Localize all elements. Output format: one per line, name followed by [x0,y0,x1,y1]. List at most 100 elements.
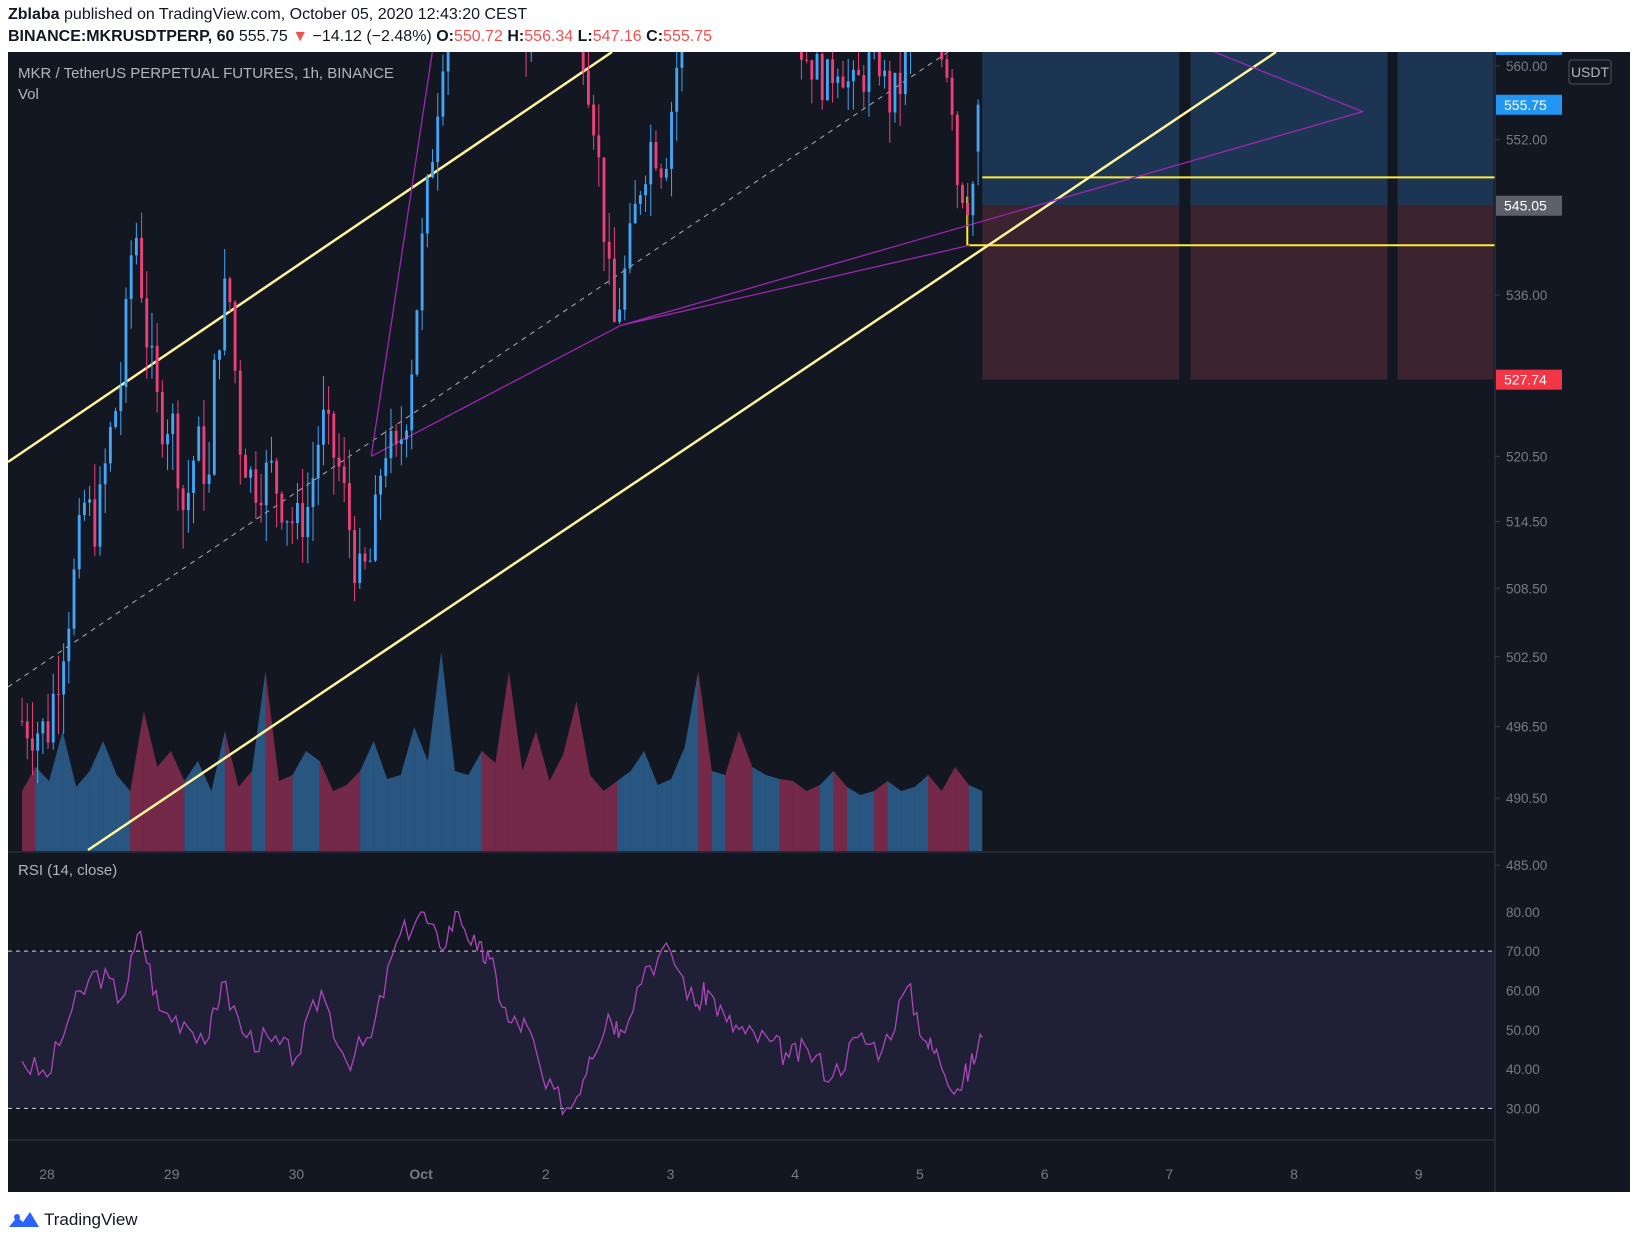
candle-body [961,185,964,203]
price-marker-last [1496,94,1562,115]
volume-segment [319,761,334,851]
candle-body [290,521,294,524]
chart-canvas[interactable]: 485.00 490.50 496.50 502.50 508.50 514.50 520.… [7,0,1630,1192]
target-zone-0 [982,52,1180,206]
symbol-label: BINANCE:MKRUSDTPERP, 60 [8,28,235,45]
candle-body [410,374,414,431]
time-tick-label: 28 [39,1166,55,1182]
volume-segment [387,775,401,851]
stop-zone-0 [982,205,1180,380]
volume-segment [306,751,320,851]
candle-body [280,493,284,523]
author-name[interactable]: Zblaba [8,6,60,23]
volume-segment [887,781,902,851]
volume-segment [955,767,969,851]
time-tick-label: 4 [791,1166,799,1182]
volume-segment [657,779,672,851]
candle-body [223,278,227,351]
candle-body [347,482,351,531]
candle-body [877,31,881,77]
candle-body [353,530,357,583]
volume-segment [89,741,104,851]
candle-body [249,469,253,478]
volume-segment [874,781,888,851]
candle-body [155,345,159,392]
candle-body [134,237,138,256]
volume-segment [644,751,658,851]
volume-segment [833,771,848,851]
price-tick-label: 520.50 [1506,449,1547,464]
candle-body [275,460,279,494]
candle-body [207,474,211,484]
candle-body [607,241,611,259]
price-marker-label: 562.36 [1504,52,1547,53]
candle-body [98,484,102,547]
channel-upper-line [7,50,613,464]
candle-body [680,13,684,68]
candle-body [150,345,154,348]
candle-body [581,0,585,71]
volume-segment [468,751,482,851]
volume-segment [103,741,117,851]
candle-body [20,720,24,722]
candle-body [212,359,216,475]
volume-segment [333,785,347,851]
price-change: −14.12 (−2.48%) [312,28,432,45]
volume-segment [928,775,942,851]
volume-segment [725,731,739,851]
currency-badge[interactable]: USDT [1568,59,1612,85]
volume-segment [617,771,631,851]
volume-segment [603,781,618,851]
candle-body [296,502,299,524]
volume-segment [941,767,956,851]
candle-body [88,499,92,503]
candle-body [633,203,637,224]
open-label: O: [436,28,454,45]
candle-body [379,475,383,495]
candle-body [846,81,850,88]
time-tick-label: 9 [1415,1166,1423,1182]
candle-body [192,460,195,493]
candle-body [114,411,118,427]
candle-body [327,409,331,414]
candle-body [638,195,642,204]
candle-body [244,454,247,478]
volume-segment [806,785,820,851]
rsi-tick-label: 30.00 [1506,1101,1540,1116]
price-marker-stop [1496,369,1562,390]
candles [20,0,980,784]
volume-segment [441,651,455,851]
rsi-tick-label: 70.00 [1506,944,1540,959]
candle-body [836,76,840,83]
tradingview-logo-icon [9,1212,39,1227]
candle-body [233,302,237,371]
volume-segment [157,751,171,851]
candle-body [675,67,679,112]
candle-body [820,53,824,101]
candle-body [316,444,320,479]
candle-body [218,350,221,360]
stop-zone-1 [1190,205,1388,380]
candle-body [659,168,663,178]
candle-body [363,553,367,562]
candle-body [72,569,76,629]
change-down-icon: ▼ [292,28,309,45]
candle-body [966,202,970,216]
candle-body [883,70,886,77]
candle-body [976,104,980,152]
candle-body [103,463,107,485]
candle-body [436,116,440,163]
time-tick-label: 5 [916,1166,924,1182]
price-marker-entry [1496,195,1562,216]
triangle-support [620,244,970,327]
volume-segment [279,775,293,851]
volume-segment [495,671,509,851]
footer[interactable]: TradingView [8,1207,138,1233]
candle-body [831,59,835,83]
volume-segment [819,771,834,851]
chart-svg[interactable]: 485.00 490.50 496.50 502.50 508.50 514.50 520.… [7,0,1630,1192]
volume-segment [170,751,185,851]
candle-body [862,75,866,92]
candle-body [171,413,175,435]
volume-segment [914,775,929,851]
